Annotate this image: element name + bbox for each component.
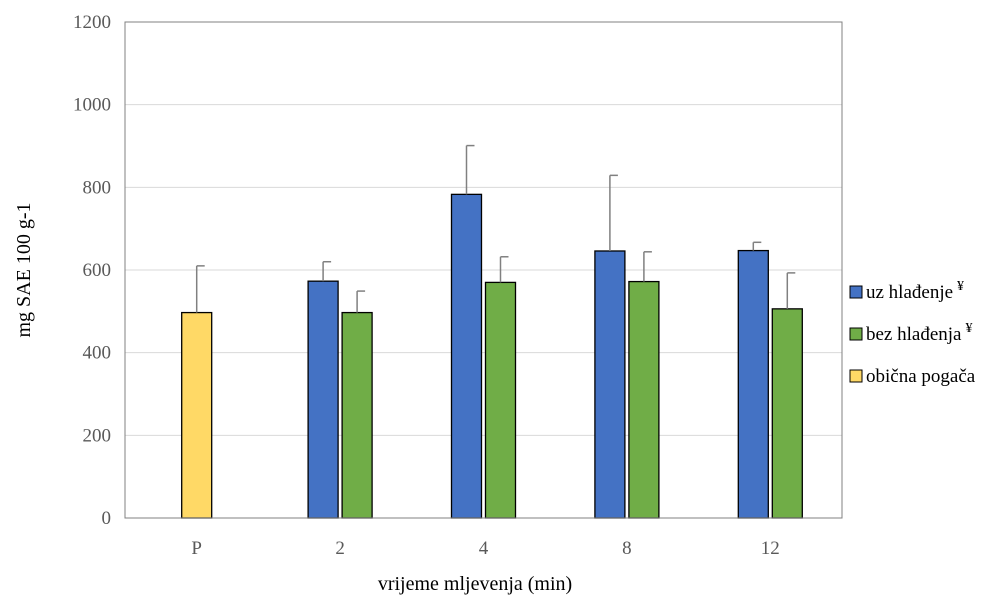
bar-0-3 bbox=[594, 250, 626, 519]
legend-label-0: uz hlađenje bbox=[866, 282, 953, 303]
x-axis-label: vrijeme mljevenja (min) bbox=[378, 573, 572, 595]
y-tick-400: 400 bbox=[83, 343, 112, 364]
bar-1-3 bbox=[628, 280, 660, 519]
legend-swatch-1 bbox=[849, 327, 863, 341]
bar-1-4 bbox=[771, 308, 803, 519]
y-tick-1000: 1000 bbox=[73, 95, 111, 116]
y-tick-labels: 0 200 400 600 800 1000 1200 bbox=[73, 12, 111, 529]
bar-0-4 bbox=[737, 249, 769, 519]
y-tick-200: 200 bbox=[83, 425, 112, 446]
error-bars bbox=[195, 144, 796, 313]
bar-1-2 bbox=[484, 281, 517, 519]
legend-swatch-0 bbox=[849, 285, 863, 299]
y-tick-800: 800 bbox=[83, 177, 112, 198]
y-tick-0: 0 bbox=[102, 508, 112, 529]
bar-0-2 bbox=[450, 193, 483, 519]
y-tick-600: 600 bbox=[83, 260, 112, 281]
bars bbox=[181, 193, 803, 519]
x-tick-labels: P 2 4 8 12 bbox=[191, 538, 779, 559]
plot-border bbox=[124, 21, 843, 519]
gridlines bbox=[125, 21, 842, 436]
x-tick-P: P bbox=[191, 538, 202, 559]
legend-swatch-2 bbox=[849, 369, 863, 383]
bar-0-1 bbox=[307, 280, 339, 519]
x-tick-2: 2 bbox=[335, 538, 345, 559]
bar-2-0 bbox=[181, 311, 213, 519]
legend-marker-1: ¥ bbox=[965, 321, 972, 336]
y-tick-1200: 1200 bbox=[73, 12, 111, 33]
legend-marker-0: ¥ bbox=[957, 279, 964, 294]
y-axis-label: mg SAE 100 g-1 bbox=[13, 203, 35, 338]
bar-1-1 bbox=[341, 311, 373, 519]
plot-frame bbox=[124, 21, 843, 519]
x-tick-8: 8 bbox=[622, 538, 632, 559]
legend-label-2: obična pogača bbox=[866, 366, 976, 387]
legend: uz hlađenje ¥bez hlađenja ¥obična pogača bbox=[849, 279, 976, 387]
legend-label-1: bez hlađenja bbox=[866, 324, 962, 345]
x-tick-4: 4 bbox=[479, 538, 489, 559]
x-tick-12: 12 bbox=[761, 538, 780, 559]
